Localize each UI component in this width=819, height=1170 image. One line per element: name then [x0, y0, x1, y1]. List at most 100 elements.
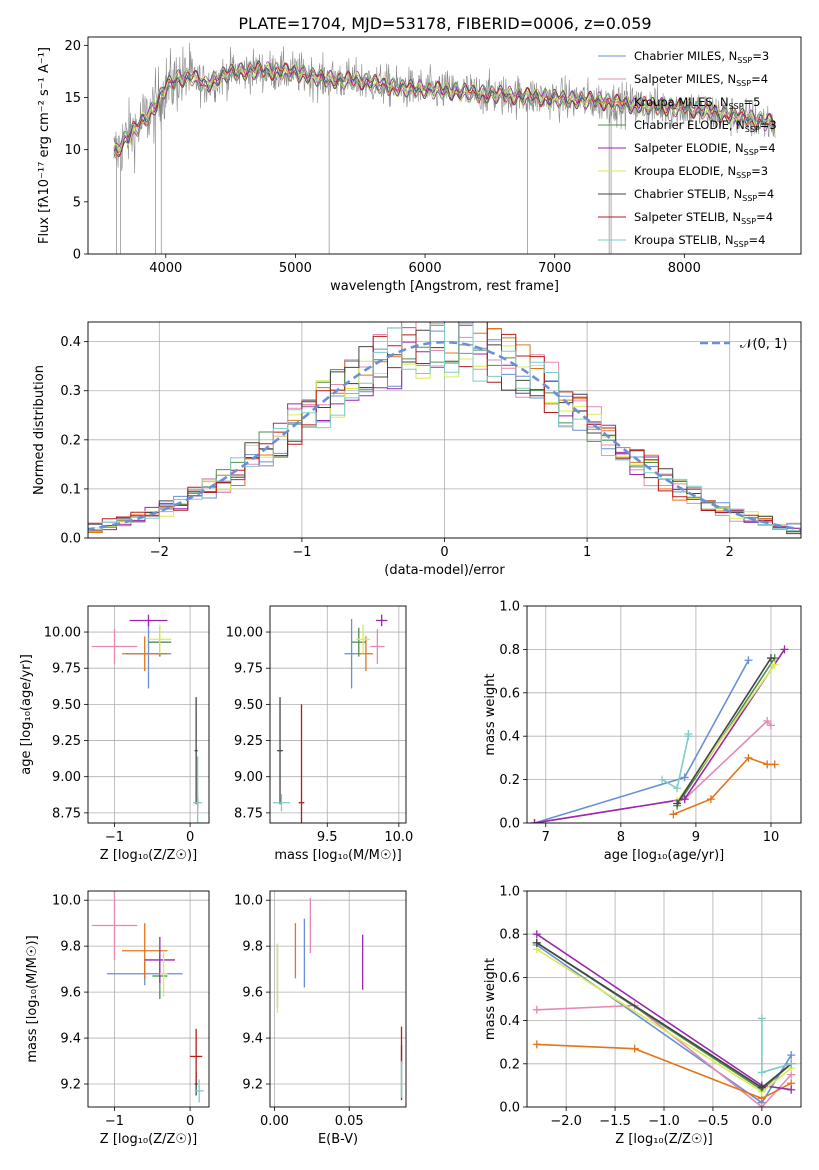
- y-tick-label: 0.4: [60, 335, 81, 350]
- y-tick-label: 0.0: [499, 1101, 520, 1116]
- series-line-kroupa-miles: [536, 1043, 792, 1100]
- series-marker: [630, 1044, 639, 1053]
- x-tick-label: 9.5: [317, 830, 338, 845]
- series-marker: [530, 819, 539, 823]
- y-tick-label: 0.2: [499, 773, 520, 788]
- age-vs-z-frame: [87, 605, 210, 824]
- series-marker: [532, 930, 541, 939]
- x-tick-label: 4000: [149, 261, 182, 276]
- mass-weight-vs-age-series: [530, 645, 789, 823]
- x-tick-label: −2.0: [550, 1114, 582, 1129]
- y-tick-label: 0.8: [499, 643, 520, 658]
- series-marker: [787, 1059, 796, 1068]
- legend-subscript: SSP: [736, 79, 751, 88]
- series-marker: [763, 717, 772, 726]
- age-vs-z-points: [91, 614, 203, 823]
- x-tick-label: 7000: [538, 261, 571, 276]
- x-tick-label: 10: [763, 830, 780, 845]
- x-tick-label: 1: [583, 545, 591, 560]
- age-vs-mass-grid: [270, 606, 406, 823]
- series-marker: [532, 1005, 541, 1014]
- x-tick-label: 0: [186, 1114, 194, 1129]
- legend-count: =4: [751, 72, 768, 86]
- y-tick-label: 9.8: [60, 940, 81, 955]
- mass-vs-ebv-points: [276, 897, 403, 1101]
- y-tick-label: 10: [64, 143, 81, 158]
- y-tick-label: 20: [64, 39, 81, 54]
- series-marker: [780, 645, 789, 654]
- x-axis-label: Z [log₁₀(Z/Z☉)]: [100, 1132, 197, 1147]
- y-tick-label: 9.25: [52, 734, 81, 749]
- legend-count: =4: [749, 233, 766, 247]
- y-tick-label: 5: [73, 195, 81, 210]
- x-tick-label: 9: [692, 830, 700, 845]
- legend-entry: Kroupa STELIB, NSSP=4: [634, 233, 765, 249]
- y-axis-label: Normed distribution: [32, 365, 47, 495]
- y-tick-label: 10.00: [226, 626, 263, 641]
- x-axis-label: E(B-V): [318, 1132, 358, 1147]
- legend-entry: Chabrier ELODIE, NSSP=3: [634, 118, 777, 134]
- legend-subscript: SSP: [741, 217, 756, 226]
- mass-vs-z-points: [91, 891, 204, 1103]
- legend-entry: Kroupa MILES, NSSP=5: [634, 95, 760, 111]
- y-tick-label: 0.6: [499, 686, 520, 701]
- x-tick-label: 5000: [279, 261, 312, 276]
- y-axis-label: Flux [fλ10⁻¹⁷ erg cm⁻² s⁻¹ A⁻¹]: [37, 47, 52, 244]
- legend-subscript: SSP: [744, 148, 759, 157]
- legend-subscript: SSP: [729, 102, 744, 111]
- series-marker: [766, 654, 775, 663]
- series-marker: [706, 795, 715, 804]
- y-axis-label: mass weight: [483, 673, 498, 755]
- figure-title: PLATE=1704, MJD=53178, FIBERID=0006, z=0…: [238, 14, 651, 33]
- y-tick-label: 9.00: [52, 770, 81, 785]
- series-line-kroupa-stelib: [761, 1018, 792, 1074]
- series-marker: [532, 938, 541, 947]
- series-line-chabrier-stelib: [676, 657, 772, 804]
- legend-subscript: SSP: [745, 125, 760, 134]
- legend-subscript: SSP: [737, 56, 752, 65]
- y-axis-label: mass weight: [483, 958, 498, 1040]
- legend-subscript: SSP: [742, 194, 757, 203]
- legend-count: =4: [759, 141, 776, 155]
- x-tick-label: −1.0: [648, 1114, 680, 1129]
- x-axis-label: (data-model)/error: [384, 563, 505, 578]
- legend-count: =5: [744, 95, 761, 109]
- mass-weight-vs-z-grid: [527, 890, 801, 1108]
- y-tick-label: 9.50: [52, 698, 81, 713]
- y-tick-label: 9.4: [242, 1032, 263, 1047]
- y-tick-label: 0.6: [499, 971, 520, 986]
- x-tick-label: 8: [617, 830, 625, 845]
- mass-weight-vs-z-frame: [526, 890, 802, 1108]
- series-marker: [757, 1103, 766, 1107]
- x-tick-label: 6000: [409, 261, 442, 276]
- spectrum-lines: [113, 42, 776, 254]
- legend-count: =3: [752, 49, 769, 63]
- legend-normal-label: 𝒩(0, 1): [740, 337, 787, 352]
- x-axis-label: Z [log₁₀(Z/Z☉)]: [100, 848, 197, 863]
- y-tick-label: 9.6: [242, 986, 263, 1001]
- series-marker: [684, 730, 693, 739]
- spectrum-frame: [87, 36, 802, 255]
- y-tick-label: 9.8: [242, 940, 263, 955]
- x-tick-label: 0.0: [752, 1114, 773, 1129]
- series-marker: [770, 660, 779, 669]
- residuals-frame: [87, 321, 802, 539]
- age-vs-mass-points: [272, 614, 388, 823]
- y-tick-label: 0.0: [499, 817, 520, 832]
- x-tick-label: −1: [292, 545, 311, 560]
- y-tick-label: 0.2: [499, 1057, 520, 1072]
- legend-count: =3: [760, 118, 777, 132]
- series-marker: [680, 795, 689, 804]
- mass-vs-z-frame: [87, 890, 210, 1108]
- series-marker: [658, 775, 667, 784]
- y-tick-label: 10.0: [234, 894, 263, 909]
- legend-count: =4: [756, 210, 773, 224]
- histograms: [88, 322, 801, 536]
- mass-vs-z-grid: [88, 891, 209, 1107]
- mass-weight-vs-age-grid: [527, 605, 801, 824]
- y-tick-label: 0.4: [499, 1014, 520, 1029]
- legend-entry: Salpeter ELODIE, NSSP=4: [634, 141, 776, 157]
- y-tick-label: 9.2: [60, 1078, 81, 1093]
- series-marker: [757, 1068, 766, 1077]
- legend-entry: Kroupa ELODIE, NSSP=3: [634, 164, 768, 180]
